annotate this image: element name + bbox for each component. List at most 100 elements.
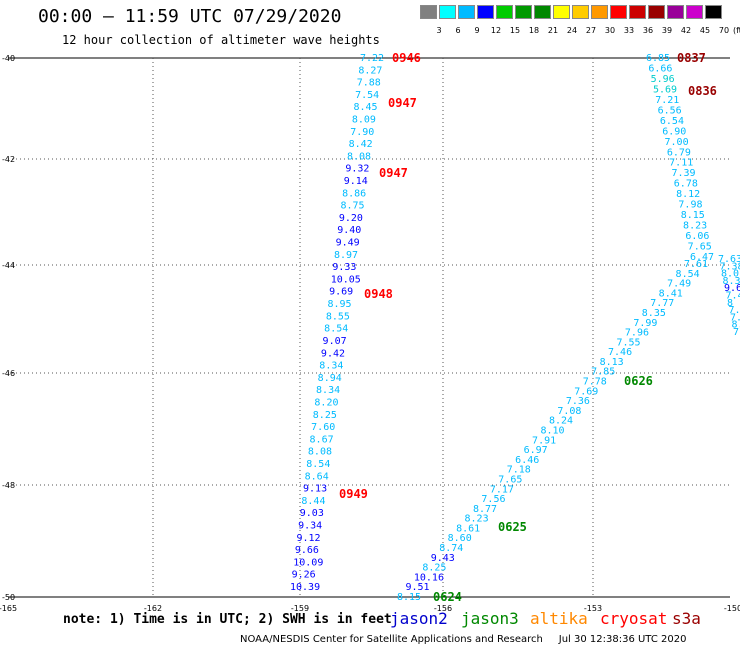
wave-height-east: 7.55 <box>616 337 640 348</box>
wave-height-east: 7.08 <box>557 406 581 417</box>
wave-height-west: 9.03 <box>300 508 324 519</box>
wave-height-west: 9.66 <box>295 545 319 556</box>
wave-height-east: 6.97 <box>524 445 548 456</box>
wave-height-east: 10.16 <box>414 572 444 583</box>
wave-height-northeast: 7.11 <box>669 158 693 169</box>
wave-height-edge: 7.6 <box>729 305 740 316</box>
lat-label: -48 <box>2 481 15 490</box>
wave-height-edge: 7.4 <box>726 291 740 302</box>
legend-s3a: s3a <box>672 609 701 628</box>
wave-height-edge: 7.38 <box>720 261 740 272</box>
wave-height-east: 9.51 <box>405 582 429 593</box>
wave-height-northeast: 6.90 <box>662 126 686 137</box>
pass-time-northeast: 0836 <box>688 84 717 98</box>
pass-time-west: 0947 <box>388 96 417 110</box>
wave-height-west: 8.08 <box>347 151 371 162</box>
wave-height-east: 8.24 <box>549 416 573 427</box>
legend-altika: altika <box>530 609 588 628</box>
wave-height-west: 9.33 <box>332 262 356 273</box>
wave-height-edge: 7.7 <box>730 312 740 323</box>
page-subtitle: 12 hour collection of altimeter wave hei… <box>62 33 380 47</box>
wave-height-northeast: 7.65 <box>688 242 712 253</box>
legend-tick-label: 18 <box>528 26 540 35</box>
lon-label: -153 <box>584 604 602 613</box>
lat-label: -40 <box>2 54 15 63</box>
legend-tick-label: 70 <box>718 26 730 35</box>
wave-height-northeast: 6.66 <box>648 63 672 74</box>
wave-height-east: 7.96 <box>625 328 649 339</box>
wave-height-east: 8.54 <box>676 269 700 280</box>
wave-height-east: 8.35 <box>642 308 666 319</box>
wave-height-east: 7.78 <box>583 377 607 388</box>
legend-swatch <box>515 5 532 19</box>
wave-height-east: 7.77 <box>650 298 674 309</box>
wave-height-east: 7.56 <box>481 494 505 505</box>
legend-swatch <box>553 5 570 19</box>
lat-label: -46 <box>2 369 15 378</box>
pass-time-west: 0949 <box>339 487 368 501</box>
legend-tick-label: 33 <box>623 26 635 35</box>
pass-time-east: 0624 <box>433 590 462 604</box>
wave-height-northeast: 7.00 <box>665 137 689 148</box>
note-text: note: 1) Time is in UTC; 2) SWH is in fe… <box>63 612 392 627</box>
wave-height-west: 8.44 <box>301 496 325 507</box>
wave-height-east: 8.23 <box>465 514 489 525</box>
wave-height-northeast: 6.79 <box>667 147 691 158</box>
wave-height-northeast: 8.15 <box>681 210 705 221</box>
wave-height-west: 8.55 <box>326 311 350 322</box>
legend-swatch <box>591 5 608 19</box>
wave-height-west: 9.14 <box>344 176 368 187</box>
wave-height-east: 6.46 <box>515 455 539 466</box>
legend-swatch <box>648 5 665 19</box>
pass-time-northeast: 0837 <box>677 51 706 65</box>
wave-height-west: 7.22 <box>360 53 384 64</box>
wave-height-northeast: 7.39 <box>671 168 695 179</box>
wave-height-east: 7.85 <box>591 367 615 378</box>
wave-height-edge: 8.01 <box>721 269 740 280</box>
wave-height-edge: 8 <box>727 298 733 309</box>
wave-height-west: 8.34 <box>319 361 343 372</box>
wave-height-west: 8.09 <box>352 115 376 126</box>
wave-height-edge: 7.63 <box>718 254 740 265</box>
wave-height-northeast: 5.69 <box>653 84 677 95</box>
wave-height-east: 7.36 <box>566 396 590 407</box>
wave-height-west: 9.20 <box>339 213 363 224</box>
wave-height-west: 8.67 <box>310 434 334 445</box>
wave-height-west: 8.42 <box>349 139 373 150</box>
wave-height-west: 9.69 <box>329 287 353 298</box>
wave-height-west: 8.75 <box>340 201 364 212</box>
legend-swatch <box>667 5 684 19</box>
wave-height-east: 7.17 <box>490 484 514 495</box>
wave-height-northeast: 8.23 <box>683 221 707 232</box>
wave-height-northeast: 8.12 <box>676 189 700 200</box>
wave-height-east: 9.43 <box>431 553 455 564</box>
lat-label: -42 <box>2 155 15 164</box>
wave-height-west: 9.42 <box>321 348 345 359</box>
wave-height-east: 7.69 <box>574 386 598 397</box>
wave-height-west: 9.13 <box>303 484 327 495</box>
wave-height-west: 8.20 <box>314 397 338 408</box>
wave-height-west: 8.54 <box>306 459 330 470</box>
wave-height-west: 7.88 <box>357 78 381 89</box>
wave-height-west: 9.40 <box>337 225 361 236</box>
wave-height-east: 8.15 <box>397 592 421 603</box>
legend-swatch <box>458 5 475 19</box>
wave-height-northeast: 6.85 <box>646 53 670 64</box>
wave-height-west: 8.45 <box>353 102 377 113</box>
wave-height-west: 9.32 <box>345 164 369 175</box>
wave-height-west: 9.34 <box>298 520 322 531</box>
legend-tick-label: 3 <box>436 26 442 35</box>
wave-height-west: 8.95 <box>327 299 351 310</box>
legend-tick-label: 42 <box>680 26 692 35</box>
wave-height-east: 7.18 <box>507 465 531 476</box>
wave-height-east: 7.65 <box>498 474 522 485</box>
wave-height-west: 10.39 <box>290 582 320 593</box>
legend-swatch <box>439 5 456 19</box>
wave-height-west: 7.60 <box>311 422 335 433</box>
wave-height-west: 8.54 <box>324 324 348 335</box>
legend-tick-label: 9 <box>474 26 480 35</box>
lon-label: -156 <box>434 604 452 613</box>
lat-label: -44 <box>2 261 15 270</box>
legend-tick-label: 6 <box>455 26 461 35</box>
legend-tick-label: 27 <box>585 26 597 35</box>
